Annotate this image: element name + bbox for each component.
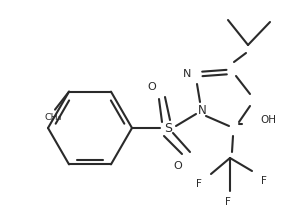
Text: F: F xyxy=(261,176,267,186)
Text: OH: OH xyxy=(260,115,276,125)
Text: F: F xyxy=(225,197,231,207)
Text: O: O xyxy=(174,161,182,171)
Text: O: O xyxy=(148,82,156,92)
Text: F: F xyxy=(196,179,202,189)
Text: N: N xyxy=(183,69,191,79)
Text: S: S xyxy=(164,121,172,134)
Text: CH₃: CH₃ xyxy=(44,113,62,122)
Text: N: N xyxy=(198,103,206,117)
